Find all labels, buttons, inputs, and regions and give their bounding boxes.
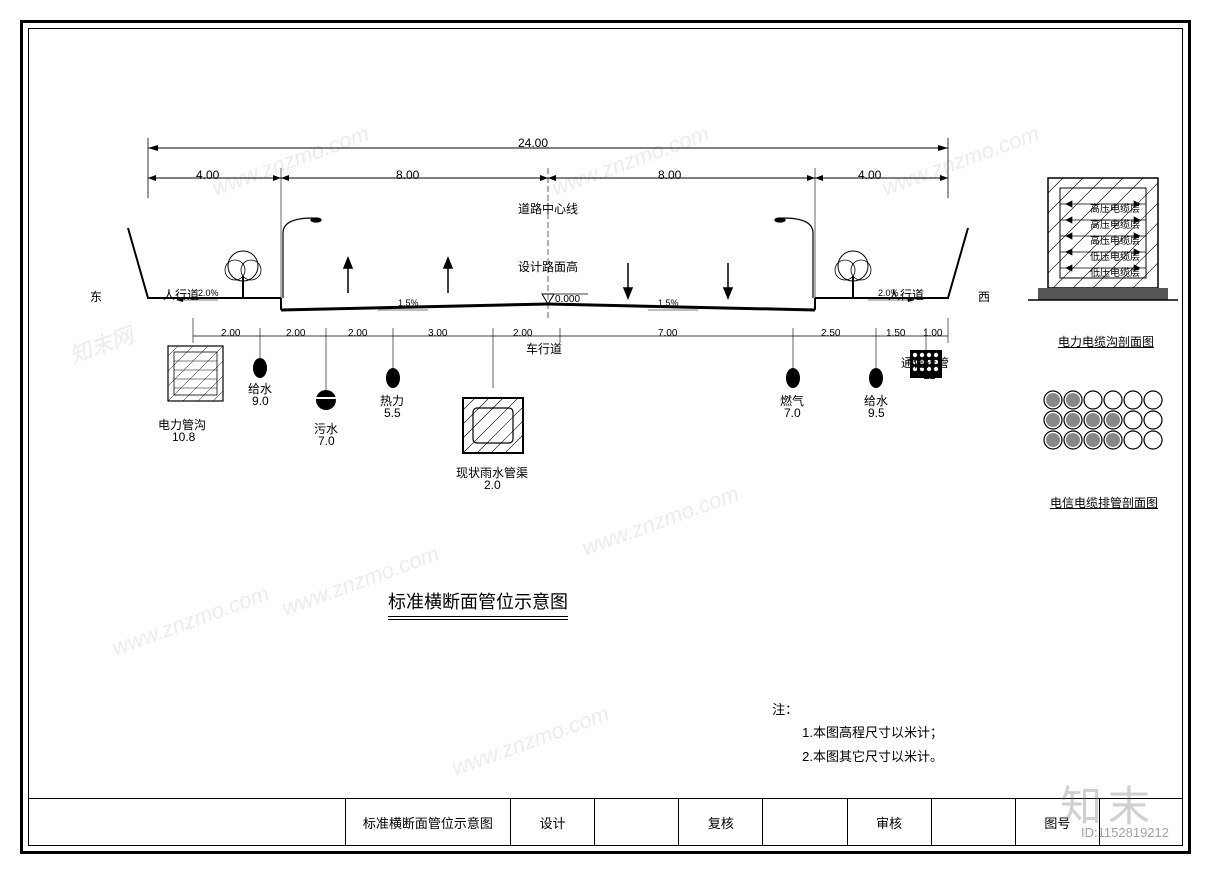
pipe-depth: 2.0 <box>484 478 501 492</box>
culvert-icon <box>463 398 523 453</box>
udim: 2.00 <box>286 328 305 339</box>
notes-block: 注： 1.本图高程尺寸以米计； 2.本图其它尺寸以米计。 <box>772 698 943 768</box>
pipe-icon <box>253 358 267 378</box>
streetlamp-icon <box>283 218 321 298</box>
tb-designer-val <box>595 799 679 846</box>
pipe-depth: 5.5 <box>384 406 401 420</box>
note-line: 1.本图高程尺寸以米计； <box>772 721 943 744</box>
tree-icon <box>225 251 261 298</box>
dim-seg: 8.00 <box>396 168 419 182</box>
telecom-duct-detail <box>1038 388 1178 468</box>
notes-header: 注： <box>772 698 943 721</box>
id-text: ID:1152819212 <box>1081 825 1169 840</box>
note-line: 2.本图其它尺寸以米计。 <box>772 745 943 768</box>
pipe-depth: 7.0 <box>318 434 335 448</box>
direction-east: 东 <box>90 288 102 305</box>
dim-seg: 8.00 <box>658 168 681 182</box>
power-trench-title: 电力电缆沟剖面图 <box>1058 333 1154 350</box>
pipe-depth: 9.5 <box>868 406 885 420</box>
slope-label: 2.0% <box>198 288 219 298</box>
dim-seg: 4.00 <box>196 168 219 182</box>
tb-approver-label: 审核 <box>848 799 932 846</box>
pipe-icon <box>869 368 883 388</box>
dim-total: 24.00 <box>518 136 548 150</box>
slope-label: 1.5% <box>658 298 679 308</box>
direction-west: 西 <box>978 288 990 305</box>
tb-drawing-name: 标准横断面管位示意图 <box>346 799 511 846</box>
udim: 1.50 <box>886 328 905 339</box>
udim: 7.00 <box>658 328 677 339</box>
streetlamp-icon <box>775 218 813 298</box>
tb-approver-val <box>932 799 1016 846</box>
udim: 3.00 <box>428 328 447 339</box>
sidewalk-label: 人行道 <box>888 286 924 303</box>
watermark: www.znzmo.com <box>449 701 613 782</box>
drawing-area: 知末网 www.znzmo.com www.znzmo.com www.znzm… <box>28 28 1183 798</box>
pipe-icon <box>316 390 336 410</box>
udim: 2.00 <box>221 328 240 339</box>
cable-layer: 低压电缆层 <box>1090 264 1140 279</box>
pipe-depth: 11 <box>923 368 935 382</box>
udim: 2.00 <box>513 328 532 339</box>
tb-designer-label: 设计 <box>511 799 595 846</box>
slope-label: 1.5% <box>398 298 419 308</box>
pipe-depth: 7.0 <box>784 406 801 420</box>
power-trench-icon <box>168 346 223 401</box>
cable-layer: 低压电缆层 <box>1090 248 1140 263</box>
udim: 1.00 <box>923 328 942 339</box>
tb-reviewer-label: 复核 <box>679 799 763 846</box>
design-surface-label: 设计路面高 <box>518 258 578 275</box>
pipe-icon <box>786 368 800 388</box>
elev-value: 0.000 <box>555 294 580 305</box>
pipe-depth: 9.0 <box>252 394 269 408</box>
cable-layer: 高压电缆层 <box>1090 232 1140 247</box>
tb-reviewer-val <box>763 799 847 846</box>
cross-section-svg: 2.0% 1.5% 1.5% 2.0% <box>68 118 998 618</box>
tb-blank <box>28 799 346 846</box>
tree-icon <box>835 251 871 298</box>
lane-label: 车行道 <box>526 340 562 357</box>
centerline-label: 道路中心线 <box>518 200 578 217</box>
pipe-icon <box>386 368 400 388</box>
main-title: 标准横断面管位示意图 <box>388 588 568 620</box>
udim: 2.50 <box>821 328 840 339</box>
sidewalk-label: 人行道 <box>163 286 199 303</box>
title-block: 标准横断面管位示意图 设计 复核 审核 图号 <box>28 798 1183 846</box>
dim-seg: 4.00 <box>858 168 881 182</box>
udim: 2.00 <box>348 328 367 339</box>
cable-layer: 高压电缆层 <box>1090 216 1140 231</box>
cable-layer: 高压电缆层 <box>1090 200 1140 215</box>
telecom-duct-title: 电信电缆排管剖面图 <box>1050 494 1158 511</box>
pipe-depth: 10.8 <box>172 430 195 444</box>
